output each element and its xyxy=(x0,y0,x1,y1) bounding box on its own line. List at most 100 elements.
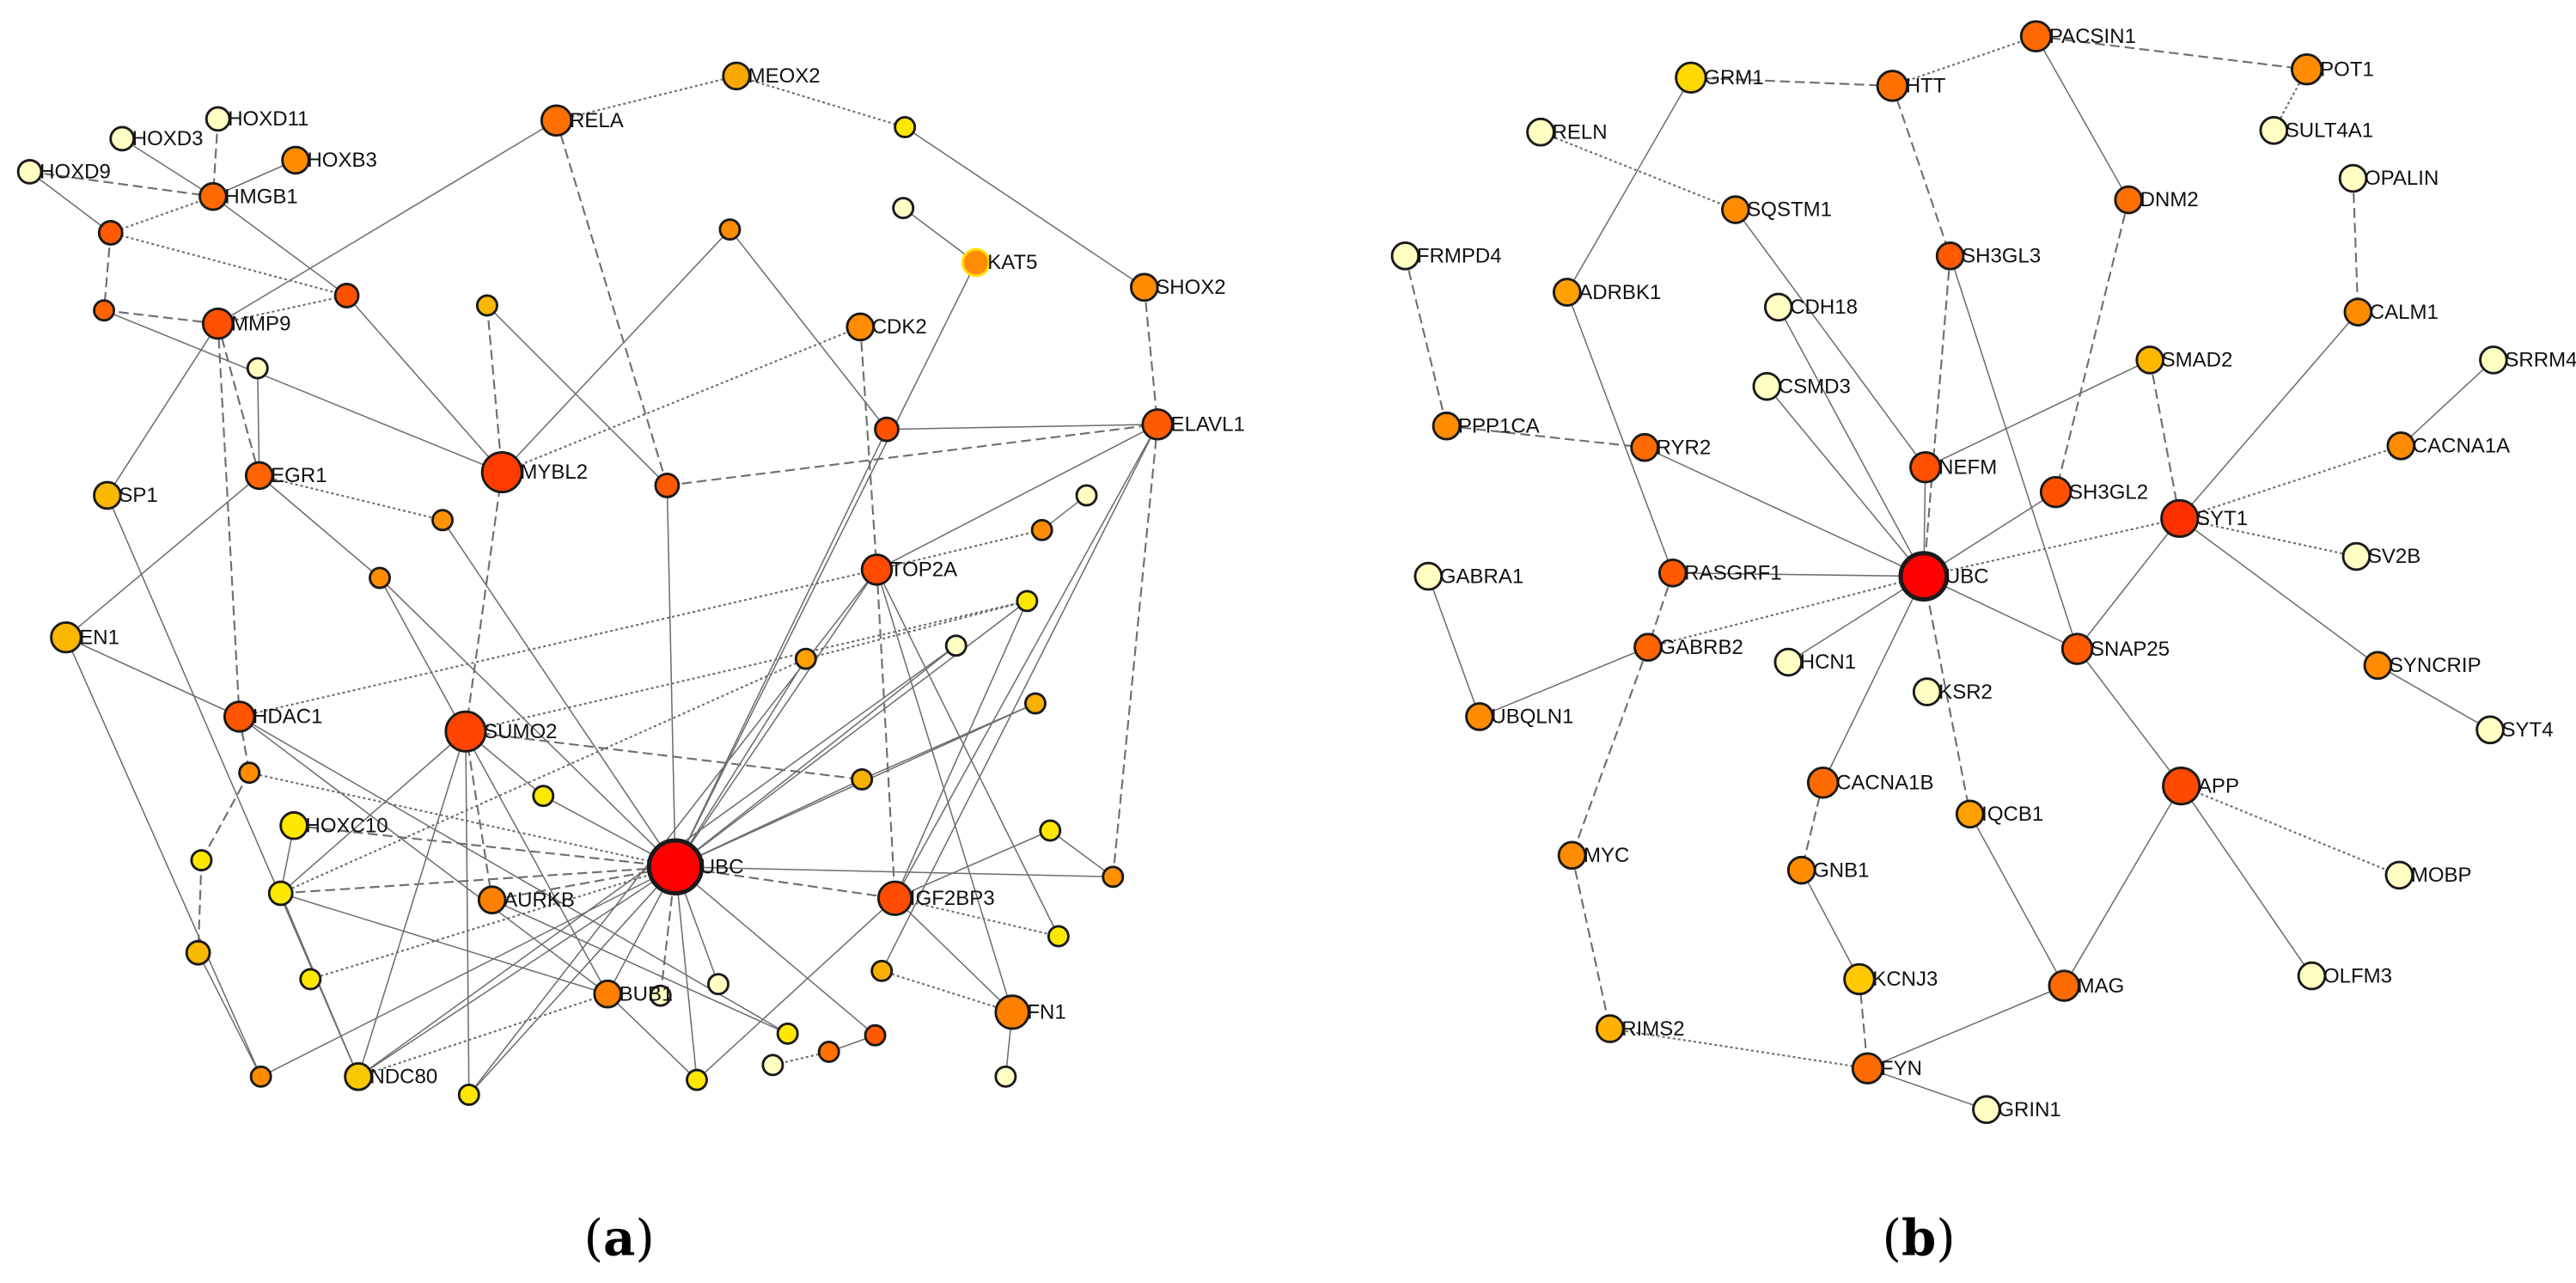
gene-node-gabra1 xyxy=(1413,561,1444,591)
edge-dotted xyxy=(1892,35,2036,87)
gene-label: SULT4A1 xyxy=(2286,119,2373,142)
gene-node-syt4 xyxy=(2475,715,2505,745)
edge-solid xyxy=(2378,664,2491,730)
gene-node-bub1 xyxy=(593,979,623,1009)
gene-node xyxy=(944,634,968,657)
gene-node-rasgrf1 xyxy=(1657,558,1688,588)
gene-node-ubc xyxy=(1898,551,1950,602)
edge-solid xyxy=(1735,209,1926,468)
gene-node-rela xyxy=(540,104,573,137)
edge-solid xyxy=(1049,829,1114,877)
edge-solid xyxy=(197,952,262,1078)
gene-label: MYBL2 xyxy=(520,461,588,484)
gene-label: BUB1 xyxy=(620,982,674,1005)
gene-label: SRRM4 xyxy=(2505,349,2576,372)
edge-solid xyxy=(2181,785,2313,977)
gene-node-opalin xyxy=(2338,163,2368,193)
gene-label: MYC xyxy=(1584,844,1629,867)
gene-node xyxy=(1023,692,1047,715)
gene-node-dnm2 xyxy=(2114,185,2144,215)
gene-node xyxy=(333,283,360,309)
gene-label: NDC80 xyxy=(369,1066,437,1089)
gene-node-elavl1 xyxy=(1141,408,1174,441)
edge-solid xyxy=(1427,576,1480,718)
edge-solid xyxy=(468,866,676,1096)
edge-dotted xyxy=(217,294,347,325)
edge-solid xyxy=(107,323,219,496)
edge-dashed xyxy=(29,170,214,198)
gene-label: IQCB1 xyxy=(1981,803,2043,826)
gene-node xyxy=(1030,518,1053,541)
gene-label: APP xyxy=(2198,774,2239,797)
gene-label: OLFM3 xyxy=(2323,964,2392,987)
edge-dotted xyxy=(805,600,1028,660)
edge-solid xyxy=(675,645,957,868)
edge-solid xyxy=(1867,1067,1987,1110)
gene-node xyxy=(369,566,391,590)
gene-node-myc xyxy=(1557,840,1587,871)
gene-node-sv2b xyxy=(2341,541,2372,571)
gene-label: SV2B xyxy=(2368,545,2420,568)
edge-dotted xyxy=(248,772,676,868)
gene-node xyxy=(97,220,124,246)
edge-dotted xyxy=(110,195,214,234)
gene-node xyxy=(246,357,269,380)
gene-label: GRIN1 xyxy=(1998,1098,2060,1121)
gene-node-gabrb2 xyxy=(1633,632,1663,663)
gene-node xyxy=(1039,819,1062,842)
gene-node xyxy=(431,509,455,532)
gene-node-frmpd4 xyxy=(1390,241,1420,271)
gene-node-adrbk1 xyxy=(1552,278,1582,307)
edge-solid xyxy=(876,424,1158,571)
edge-dashed xyxy=(197,860,203,953)
gene-node-gnb1 xyxy=(1786,855,1816,885)
gene-label: FN1 xyxy=(1027,1001,1065,1024)
edge-solid xyxy=(894,897,1013,1013)
gene-node xyxy=(475,294,498,317)
gene-label: HOXD9 xyxy=(40,161,111,184)
gene-label: HMGB1 xyxy=(224,185,297,208)
edge-solid xyxy=(894,601,1029,899)
edge-dashed xyxy=(2036,35,2307,70)
edge-solid xyxy=(1566,291,1674,574)
edge-solid xyxy=(861,702,1036,780)
edge-dashed xyxy=(2054,199,2130,492)
gene-label: UBQLN1 xyxy=(1491,706,1573,729)
gene-node-ryr2 xyxy=(1630,432,1659,462)
gene-label: CSMD3 xyxy=(1779,375,1851,398)
gene-label: CALM1 xyxy=(2370,301,2439,324)
edge-dashed xyxy=(280,865,676,895)
caption-paren: ( xyxy=(1882,1208,1901,1267)
gene-label: NEFM xyxy=(1938,455,1997,479)
gene-label: RYR2 xyxy=(1657,436,1712,459)
gene-node-csmd3 xyxy=(1752,371,1782,401)
edge-solid xyxy=(1969,813,2065,987)
edge-solid xyxy=(1822,576,1925,784)
edge-solid xyxy=(675,866,698,1080)
gene-node-kat5 xyxy=(961,247,991,278)
panel-a-caption: (a) xyxy=(584,1208,655,1267)
gene-node xyxy=(874,416,900,443)
gene-node-syncrip xyxy=(2363,651,2393,681)
edge-dashed xyxy=(1571,646,1649,856)
panel-b-network: UBC GRM1 HTT PACSIN1 POT1 SULT4A1 RELN SQSTM1 DN… xyxy=(1390,20,2576,1125)
gene-node-aurkb xyxy=(477,885,507,915)
gene-node xyxy=(1075,484,1098,507)
gene-node-egr1 xyxy=(244,461,274,491)
gene-label: CDH18 xyxy=(1790,296,1858,319)
edge-solid xyxy=(1949,255,2079,650)
gene-label: RIMS2 xyxy=(1621,1017,1684,1041)
gene-node-sh3gl2 xyxy=(2039,475,2072,509)
edge-dotted xyxy=(876,528,1042,571)
edge-solid xyxy=(2179,517,2378,666)
edge-solid xyxy=(2063,785,2182,987)
gene-label: MEOX2 xyxy=(748,64,821,88)
edge-solid xyxy=(121,137,214,198)
edge-solid xyxy=(486,304,668,486)
edge-solid xyxy=(103,309,503,473)
gene-node-meox2 xyxy=(722,61,751,91)
panel-a-edges xyxy=(29,75,1159,1096)
edge-solid xyxy=(675,866,876,1036)
gene-node-hoxd11 xyxy=(204,106,231,132)
edge-solid xyxy=(1644,447,1925,577)
